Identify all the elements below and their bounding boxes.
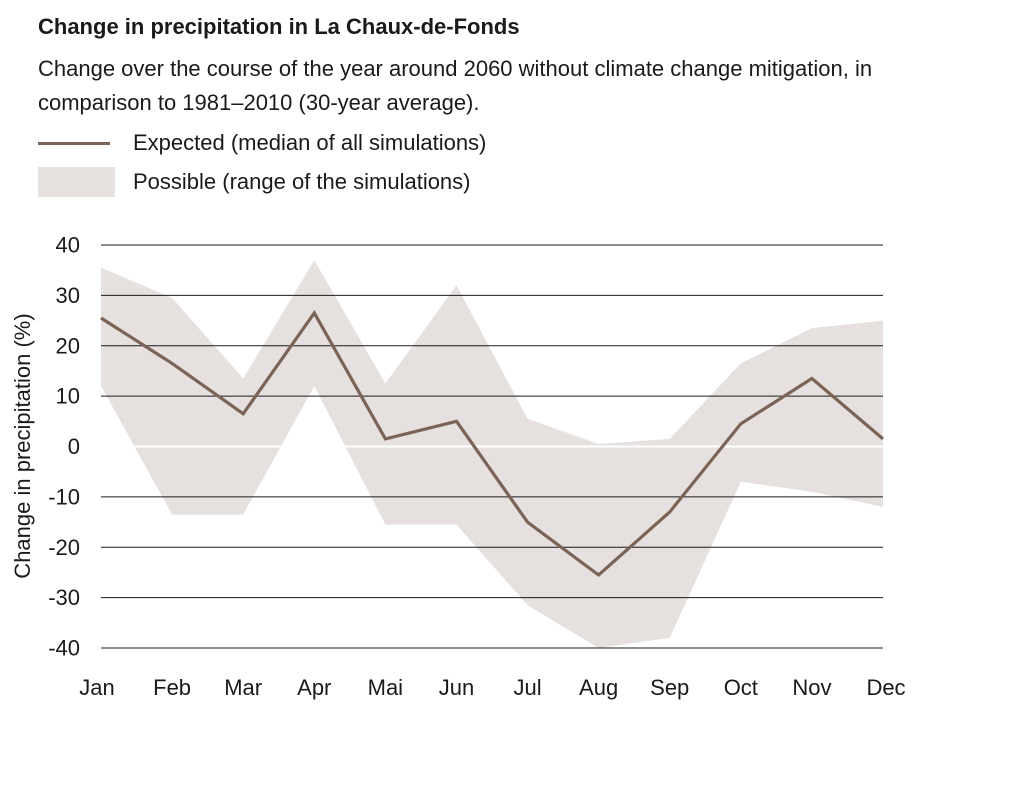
y-axis-label: Change in precipitation (%) xyxy=(10,313,35,578)
y-tick-label: -20 xyxy=(48,535,80,560)
x-tick-label: Sep xyxy=(650,675,689,700)
legend-possible-label: Possible (range of the simulations) xyxy=(133,169,471,194)
x-tick-label: Jun xyxy=(439,675,474,700)
x-tick-label: Jan xyxy=(79,675,114,700)
x-tick-label: Oct xyxy=(724,675,758,700)
y-tick-label: 40 xyxy=(56,233,80,258)
x-tick-label: Apr xyxy=(297,675,331,700)
y-tick-label: 0 xyxy=(68,434,80,459)
x-tick-label: Jul xyxy=(513,675,541,700)
x-tick-label: Aug xyxy=(579,675,618,700)
x-tick-label: Mar xyxy=(224,675,262,700)
legend-expected-label: Expected (median of all simulations) xyxy=(133,130,487,155)
y-tick-label: -30 xyxy=(48,585,80,610)
chart-title: Change in precipitation in La Chaux-de-F… xyxy=(38,14,520,39)
legend-item-expected: Expected (median of all simulations) xyxy=(38,126,486,160)
x-tick-label: Feb xyxy=(153,675,191,700)
x-tick-label: Dec xyxy=(866,675,905,700)
median-line xyxy=(100,310,885,578)
y-tick-label: 20 xyxy=(56,333,80,358)
range-band xyxy=(101,260,883,648)
chart-subtitle: Change over the course of the year aroun… xyxy=(38,56,873,115)
legend-band-swatch xyxy=(38,167,115,197)
y-tick-label: 10 xyxy=(56,384,80,409)
x-tick-label: Mai xyxy=(368,675,403,700)
legend-line-swatch xyxy=(38,141,110,145)
y-tick-label: 30 xyxy=(56,283,80,308)
legend-item-possible: Possible (range of the simulations) xyxy=(38,165,471,199)
x-tick-label: Nov xyxy=(792,675,831,700)
y-tick-label: -40 xyxy=(48,636,80,661)
y-tick-label: -10 xyxy=(48,484,80,509)
